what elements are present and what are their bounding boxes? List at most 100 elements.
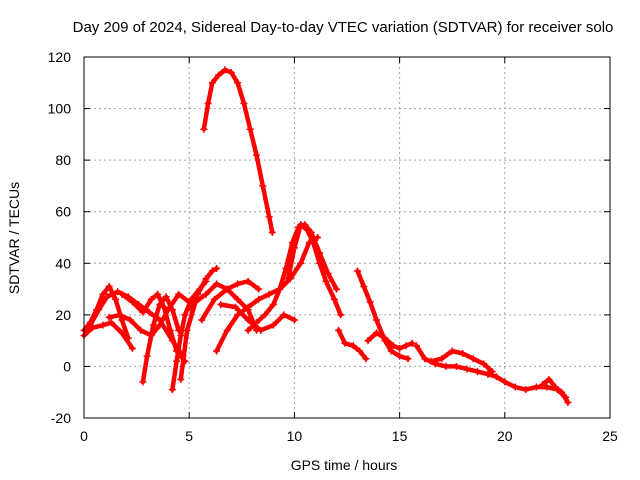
data-point-marker <box>107 319 115 327</box>
data-point-marker <box>322 277 330 285</box>
data-point-marker <box>269 301 277 309</box>
data-point-marker <box>149 321 157 329</box>
data-point-marker <box>297 259 305 267</box>
data-point-marker <box>532 383 540 391</box>
data-point-marker <box>354 267 362 275</box>
y-tick-label: 80 <box>55 152 71 168</box>
series-19 <box>412 342 492 378</box>
data-point-marker <box>173 357 181 365</box>
data-point-marker <box>543 383 551 391</box>
data-point-marker <box>427 357 435 365</box>
data-point-marker <box>324 270 332 278</box>
data-point-marker <box>234 295 242 303</box>
data-point-marker <box>202 275 210 283</box>
data-point-marker <box>362 355 370 363</box>
chart-title: Day 209 of 2024, Sidereal Day-to-day VTE… <box>73 19 614 36</box>
y-tick-label: -20 <box>51 410 71 426</box>
data-point-marker <box>412 342 420 350</box>
data-point-marker <box>86 321 94 329</box>
data-point-marker <box>204 99 212 107</box>
data-point-marker <box>511 383 519 391</box>
x-tick-label: 0 <box>80 428 88 444</box>
data-point-marker <box>396 352 404 360</box>
series-line <box>336 328 369 361</box>
data-point-marker <box>183 326 191 334</box>
data-point-marker <box>162 293 170 301</box>
data-point-marker <box>168 386 176 394</box>
data-point-marker <box>95 306 103 314</box>
data-point-marker <box>448 347 456 355</box>
data-series-group <box>80 66 572 407</box>
axis-ticks: 0 5 10 15 20 25 -20 0 20 40 60 80 100 120 <box>48 49 618 444</box>
data-point-marker <box>143 352 151 360</box>
data-point-marker <box>177 331 185 339</box>
y-tick-label: 120 <box>48 49 72 65</box>
data-point-marker <box>114 288 122 296</box>
data-point-marker <box>202 290 210 298</box>
data-point-marker <box>253 151 261 159</box>
data-point-marker <box>244 326 252 334</box>
series-7 <box>139 293 183 386</box>
data-point-marker <box>381 334 389 342</box>
data-point-marker <box>103 293 111 301</box>
data-point-marker <box>261 311 269 319</box>
series-line <box>355 268 411 361</box>
data-point-marker <box>268 228 276 236</box>
y-tick-label: 100 <box>48 101 72 117</box>
data-point-marker <box>234 280 242 288</box>
data-point-marker <box>234 311 242 319</box>
y-tick-label: 40 <box>55 255 71 271</box>
data-point-marker <box>213 264 221 272</box>
data-point-marker <box>349 342 357 350</box>
data-point-marker <box>105 313 113 321</box>
data-point-marker <box>227 68 235 76</box>
data-point-marker <box>246 125 254 133</box>
data-point-marker <box>116 311 124 319</box>
data-point-marker <box>297 221 305 229</box>
data-point-marker <box>389 342 397 350</box>
data-point-marker <box>139 378 147 386</box>
data-point-marker <box>280 311 288 319</box>
x-tick-label: 25 <box>602 428 618 444</box>
data-point-marker <box>175 290 183 298</box>
data-point-marker <box>469 355 477 363</box>
data-point-marker <box>356 347 364 355</box>
data-point-marker <box>112 295 120 303</box>
data-point-marker <box>200 125 208 133</box>
data-point-marker <box>210 295 218 303</box>
data-point-marker <box>284 275 292 283</box>
data-point-marker <box>438 355 446 363</box>
data-point-marker <box>463 365 471 373</box>
data-point-marker <box>181 311 189 319</box>
data-point-marker <box>265 213 273 221</box>
data-point-marker <box>223 285 231 293</box>
data-point-marker <box>551 383 559 391</box>
data-point-marker <box>442 362 450 370</box>
data-point-marker <box>145 308 153 316</box>
series-20 <box>427 347 496 376</box>
y-tick-label: 20 <box>55 307 71 323</box>
data-point-marker <box>564 399 572 407</box>
series-line <box>81 320 135 351</box>
data-point-marker <box>168 306 176 314</box>
data-point-marker <box>255 295 263 303</box>
data-point-marker <box>459 350 467 358</box>
data-point-marker <box>364 337 372 345</box>
data-point-marker <box>240 99 248 107</box>
data-point-marker <box>223 326 231 334</box>
data-point-marker <box>501 378 509 386</box>
data-point-marker <box>259 182 267 190</box>
data-point-marker <box>194 290 202 298</box>
data-point-marker <box>522 386 530 394</box>
data-point-marker <box>255 285 263 293</box>
series-10 <box>187 264 221 314</box>
data-point-marker <box>213 280 221 288</box>
data-point-marker <box>372 329 380 337</box>
data-point-marker <box>231 303 239 311</box>
data-point-marker <box>156 301 164 309</box>
data-point-marker <box>396 344 404 352</box>
x-tick-label: 5 <box>185 428 193 444</box>
y-axis-label: SDTVAR / TECUs <box>6 182 22 294</box>
y-tick-label: 0 <box>63 358 71 374</box>
data-point-marker <box>99 321 107 329</box>
